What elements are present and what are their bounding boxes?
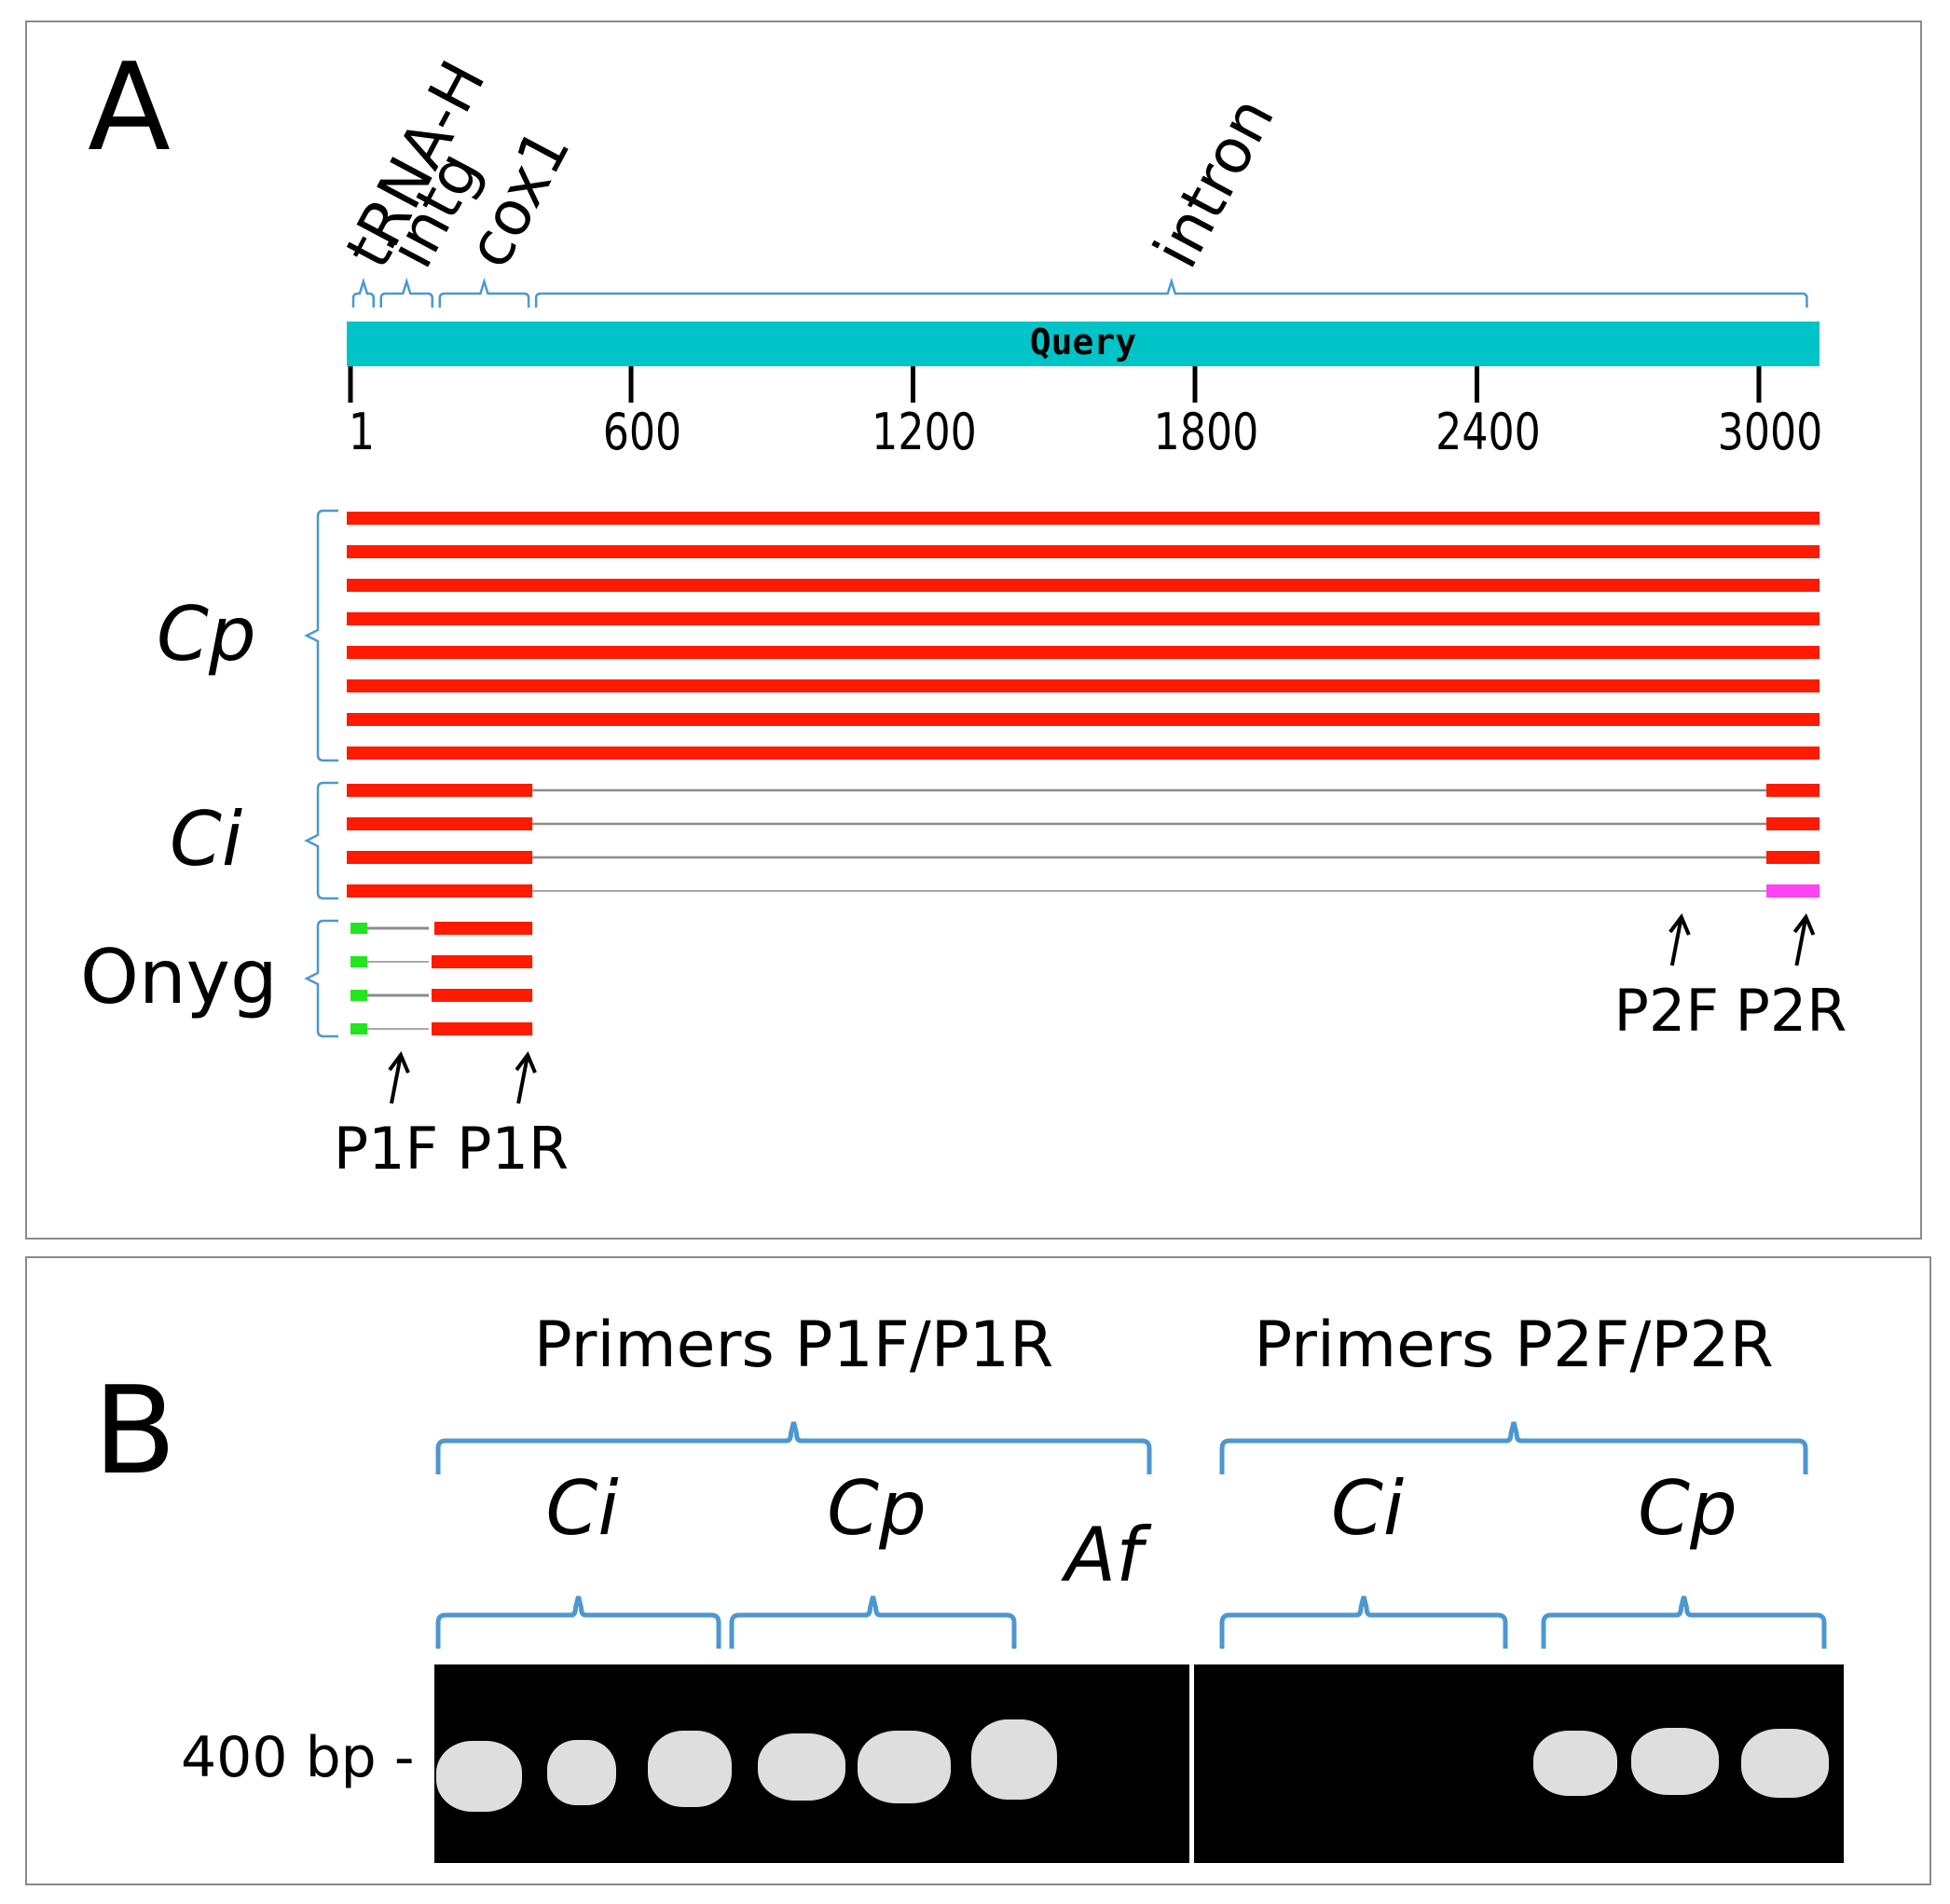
primer-tip (350, 956, 367, 967)
primer-arrow-shaft (1669, 916, 1683, 966)
hit-segment (1766, 851, 1820, 864)
primer-arrow-head (1792, 913, 1816, 936)
primer-arrows: P1F P1R P2F P2R (334, 913, 1847, 1183)
hit-segment (347, 679, 1820, 692)
ruler-tick-label: 3000 (1718, 403, 1823, 461)
region-bracket (534, 277, 1808, 308)
hit-segment (347, 884, 533, 897)
primer-arrow-shaft (1794, 916, 1808, 966)
gel-headers: Primers P1F/P1R Ci Cp Af Primers P2F/P2R Ci Cp (435, 1308, 1827, 1649)
ruler: 1 600 1200 1800 2400 3000 (348, 366, 1823, 461)
group-bracket (304, 509, 338, 762)
primer-set-bracket (435, 1421, 1152, 1474)
hit-segment (347, 545, 1820, 558)
primer-label: P2F (1614, 977, 1720, 1045)
panel-a-frame (25, 21, 1922, 1240)
hit-segment (347, 784, 533, 797)
hit-segment (347, 713, 1820, 726)
region-bracket (379, 277, 434, 308)
hit-segment (347, 646, 1820, 659)
panel-b-letter: B (93, 1360, 177, 1501)
hit-segment (347, 612, 1820, 625)
primer-tip (350, 923, 367, 934)
sample-label: Af (1061, 1512, 1153, 1598)
hit-segment (347, 817, 533, 830)
hit-segment (432, 955, 533, 968)
sample-label: Cp (1638, 1465, 1737, 1552)
panel-a-letter: A (88, 36, 171, 178)
query-bar (347, 322, 1820, 366)
ruler-tick-label: 1200 (872, 403, 977, 461)
gel-band (758, 1733, 845, 1801)
hit-segment (1766, 784, 1820, 797)
sample-bracket (435, 1596, 721, 1649)
primer-set-label: Primers P2F/P2R (1254, 1308, 1774, 1382)
hit-segment (1766, 884, 1820, 897)
gel-band (1631, 1728, 1719, 1795)
sample-label: Ci (545, 1465, 618, 1552)
ruler-tick-label: 600 (603, 403, 681, 461)
primer-arrow-head (515, 1051, 537, 1074)
gel-band (436, 1741, 522, 1812)
primer-tip (350, 1023, 367, 1034)
hit-segment (434, 922, 533, 935)
region-bracket (351, 277, 375, 308)
gel-right-half (1194, 1664, 1844, 1863)
gel-band (1533, 1731, 1617, 1796)
primer-arrow-shaft (389, 1054, 403, 1104)
hit-segment (347, 747, 1820, 760)
sample-bracket (1219, 1596, 1508, 1649)
query-label: Query (1030, 322, 1136, 363)
group-bracket (304, 781, 338, 900)
group-label: Ci (170, 796, 242, 883)
group-label: Onyg (80, 934, 278, 1020)
primer-set-label: Primers P1F/P1R (534, 1308, 1054, 1382)
hit-segment (347, 512, 1820, 525)
primer-arrow-head (388, 1051, 410, 1074)
region-label: intron (1140, 86, 1288, 279)
gel-band (1741, 1729, 1829, 1798)
primer-tip (350, 990, 367, 1001)
panel-b-frame (25, 1256, 1931, 1885)
ruler-tick-label: 2400 (1435, 403, 1541, 461)
hit-segment (347, 851, 533, 864)
ruler-tick-label: 1800 (1154, 403, 1259, 461)
sample-bracket (1541, 1596, 1827, 1649)
gel-image (434, 1664, 1844, 1863)
gel-band (547, 1740, 616, 1805)
primer-set-bracket (1219, 1421, 1808, 1474)
sample-label: Ci (1331, 1465, 1404, 1552)
primer-arrow-head (1668, 913, 1691, 936)
query-bar-group: Query (347, 322, 1820, 366)
hit-segment (432, 1022, 533, 1035)
gel-band (971, 1719, 1057, 1800)
primer-label: P1R (457, 1115, 569, 1183)
primer-arrow-shaft (516, 1054, 530, 1104)
alignment-rows (347, 512, 1820, 1035)
hit-segment (347, 579, 1820, 592)
sample-bracket (729, 1596, 1017, 1649)
sample-label: Cp (827, 1465, 927, 1552)
primer-label: P2R (1735, 977, 1847, 1045)
group-labels: Cp Ci Onyg (80, 509, 338, 1038)
hit-segment (1766, 817, 1820, 830)
ruler-tick-label: 1 (349, 403, 375, 461)
region-bracket (438, 277, 530, 308)
group-label: Cp (157, 591, 256, 678)
gel-band (858, 1731, 951, 1803)
group-bracket (304, 919, 338, 1038)
size-marker-label: 400 bp - (181, 1725, 415, 1790)
primer-label: P1F (334, 1115, 439, 1183)
hit-segment (432, 989, 533, 1002)
gel-band (648, 1731, 732, 1807)
